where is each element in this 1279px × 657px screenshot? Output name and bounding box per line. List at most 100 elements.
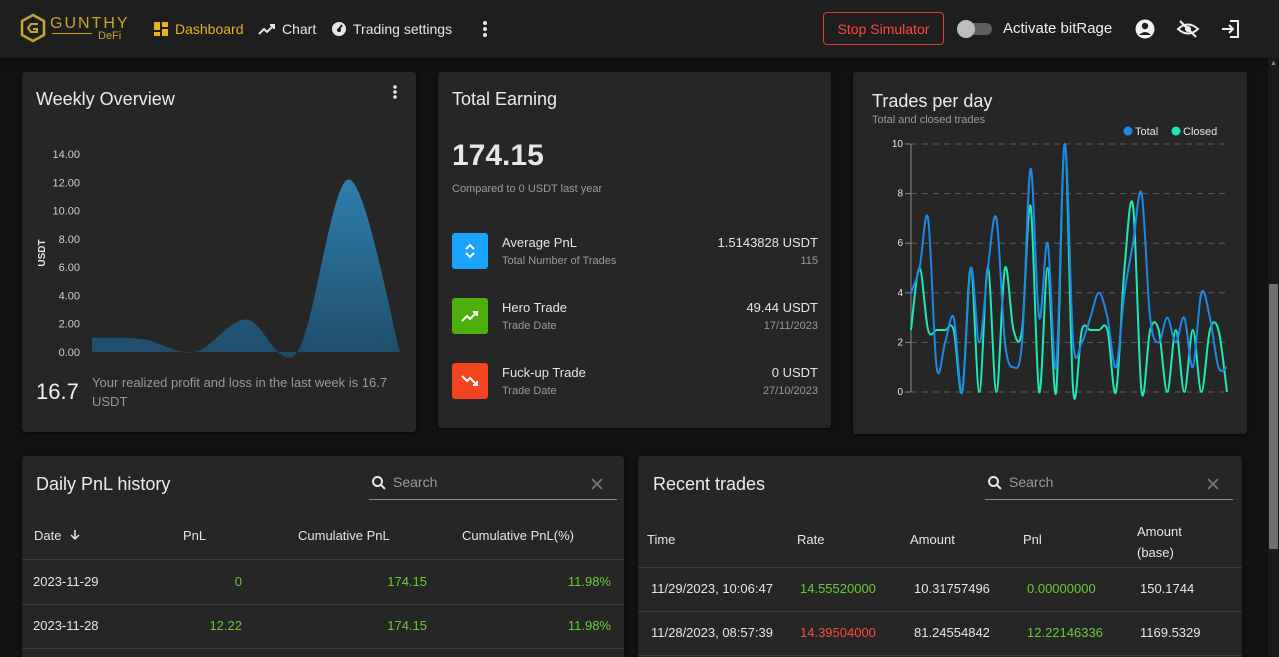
gauge-icon xyxy=(332,22,346,36)
bitrage-toggle-label: Activate bitRage xyxy=(1003,20,1113,37)
y-axis-label: USDT xyxy=(37,239,48,266)
cell-rate: 14.39504000 xyxy=(800,625,876,640)
y-tick-label: 0.00 xyxy=(59,347,80,359)
cell-cumulative-pnl: 174.15 xyxy=(387,574,427,589)
stop-simulator-button[interactable]: Stop Simulator xyxy=(823,12,944,45)
y-tick-label: 2.00 xyxy=(59,319,80,331)
column-header-cumulative-pnl-pct[interactable]: Cumulative PnL(%) xyxy=(462,528,574,543)
recent-trades-search[interactable] xyxy=(985,466,1233,500)
column-header-pnl[interactable]: Pnl xyxy=(1023,532,1042,547)
legend-swatch xyxy=(1171,126,1181,136)
trades-per-day-chart: 0 2 4 6 8 10 Total Closed xyxy=(892,126,1228,400)
scroll-up-arrow-icon[interactable]: ▲ xyxy=(1270,60,1277,67)
column-header-amount-base[interactable]: Amount (base) xyxy=(1137,521,1182,563)
cell-rate: 14.55520000 xyxy=(800,581,876,596)
total-earning-title: Total Earning xyxy=(452,89,558,109)
table-row[interactable]: 11/29/2023, 10:06:47 14.55520000 10.3175… xyxy=(638,568,1242,611)
cell-amount: 81.24554842 xyxy=(914,625,990,640)
row-divider xyxy=(638,611,1242,612)
stat-fuckup-trade: Fuck-up Trade Trade Date 0 USDT 27/10/20… xyxy=(452,361,818,401)
y-tick-label: 14.00 xyxy=(52,149,80,161)
more-menu-button[interactable] xyxy=(473,17,497,41)
y-tick-label: 6.00 xyxy=(59,262,80,274)
series-line-total xyxy=(910,142,1228,394)
daily-pnl-search[interactable] xyxy=(369,466,617,500)
column-header-line: Amount xyxy=(1137,524,1182,539)
y-tick-label: 2 xyxy=(897,337,903,348)
nav-chart-label: Chart xyxy=(282,21,317,37)
clear-icon[interactable] xyxy=(1206,477,1220,491)
cell-time: 11/29/2023, 10:06:47 xyxy=(651,581,773,596)
eye-off-icon xyxy=(1176,20,1200,38)
y-tick-label: 8.00 xyxy=(59,234,80,246)
cell-pnl: 0.00000000 xyxy=(1027,581,1096,596)
daily-pnl-history-card: Daily PnL history Date PnL Cumulative Pn… xyxy=(22,456,624,657)
dashboard-icon xyxy=(154,22,168,36)
column-header-rate[interactable]: Rate xyxy=(797,532,825,547)
stat-secondary-value: 17/11/2023 xyxy=(763,320,818,332)
nav-chart[interactable]: Chart xyxy=(258,0,316,58)
table-row[interactable]: 2023-11-28 12.22 174.15 11.98% xyxy=(22,605,624,649)
column-header-time[interactable]: Time xyxy=(647,532,676,547)
stat-name: Average PnL xyxy=(502,235,577,250)
stat-name: Hero Trade xyxy=(502,300,568,315)
legend-label: Closed xyxy=(1183,126,1217,138)
stat-secondary-value: 115 xyxy=(800,255,818,267)
stat-sub: Trade Date xyxy=(502,385,557,397)
recent-trades-card: Recent trades Time Rate Amount Pnl Amoun… xyxy=(638,456,1242,657)
account-button[interactable] xyxy=(1133,17,1157,41)
cell-time: 11/28/2023, 08:57:39 xyxy=(651,625,773,640)
recent-trades-title: Recent trades xyxy=(653,474,766,494)
header-divider xyxy=(22,559,624,560)
cell-pnl: 0 xyxy=(234,574,242,589)
row-divider xyxy=(22,604,624,605)
stat-sub: Trade Date xyxy=(502,320,557,332)
column-header-label: Date xyxy=(34,528,62,543)
clear-icon[interactable] xyxy=(590,477,604,491)
y-tick-label: 0 xyxy=(897,387,903,398)
table-row[interactable]: 2023-11-29 0 174.15 11.98% xyxy=(22,560,624,604)
cell-amount-base: 1169.5329 xyxy=(1140,625,1201,640)
y-tick-label: 4.00 xyxy=(59,290,80,302)
total-earning-value: 174.15 xyxy=(452,139,544,172)
trending-up-icon xyxy=(258,24,275,35)
total-earning-compare: Compared to 0 USDT last year xyxy=(452,183,603,195)
nav-dashboard-label: Dashboard xyxy=(175,21,244,37)
stat-secondary-value: 27/10/2023 xyxy=(762,385,818,397)
column-header-pnl[interactable]: PnL xyxy=(183,528,207,543)
weekly-pnl-value: 16.7 xyxy=(36,379,79,404)
more-vertical-icon xyxy=(483,21,487,37)
top-app-bar: GUNTHY DeFi Dashboard Chart Trading sett… xyxy=(0,0,1279,58)
logout-button[interactable] xyxy=(1219,17,1243,41)
chevron-up-down-icon xyxy=(452,233,488,269)
cell-pnl: 12.22 xyxy=(209,618,242,633)
recent-trades-search-input[interactable] xyxy=(1009,472,1199,492)
arrow-down-icon xyxy=(70,530,80,541)
bitrage-toggle[interactable] xyxy=(957,20,993,38)
nav-dashboard[interactable]: Dashboard xyxy=(153,0,244,58)
search-icon xyxy=(372,476,386,490)
table-row[interactable]: 11/28/2023, 08:57:39 14.39504000 81.2455… xyxy=(638,612,1242,655)
y-tick-label: 8 xyxy=(897,189,903,200)
stat-sub: Total Number of Trades xyxy=(502,255,617,267)
scrollbar-thumb[interactable] xyxy=(1269,284,1278,549)
column-header-amount[interactable]: Amount xyxy=(910,532,955,547)
stat-value: 49.44 USDT xyxy=(746,300,818,315)
legend-label: Total xyxy=(1135,126,1158,138)
trades-per-day-title: Trades per day xyxy=(872,91,993,111)
daily-pnl-title: Daily PnL history xyxy=(36,474,171,494)
brand-logo[interactable]: GUNTHY DeFi xyxy=(20,13,130,45)
daily-pnl-search-input[interactable] xyxy=(393,472,583,492)
row-divider xyxy=(638,655,1242,656)
weekly-menu-button[interactable] xyxy=(384,82,406,104)
y-tick-label: 10.00 xyxy=(52,206,80,218)
privacy-toggle-button[interactable] xyxy=(1176,17,1200,41)
column-header-cumulative-pnl[interactable]: Cumulative PnL xyxy=(298,528,390,543)
gunthy-logo-icon xyxy=(20,13,46,43)
nav-trading-settings[interactable]: Trading settings xyxy=(331,0,452,58)
stat-value: 1.5143828 USDT xyxy=(717,235,818,250)
brand-name: GUNTHY xyxy=(50,15,130,32)
area-series xyxy=(92,179,400,358)
weekly-overview-card: Weekly Overview 0.00 2.00 4.00 6.00 8.00 10.0… xyxy=(22,72,416,432)
column-header-date[interactable]: Date xyxy=(34,528,81,543)
